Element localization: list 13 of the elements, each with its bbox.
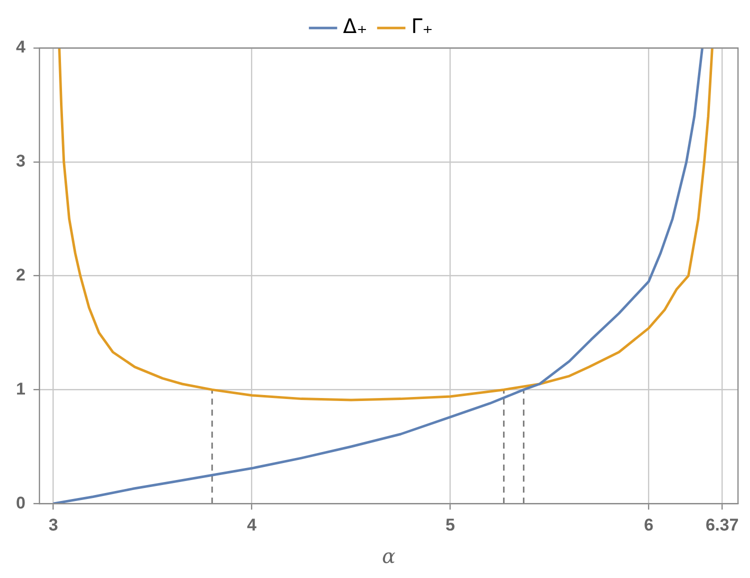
y-tick-label: 1 xyxy=(16,379,26,398)
x-tick-label: 6 xyxy=(644,515,654,534)
y-tick-label: 2 xyxy=(16,265,26,284)
x-tick-label: 4 xyxy=(247,515,258,534)
legend-label: Γ₊ xyxy=(411,14,433,38)
y-tick-label: 4 xyxy=(16,38,26,57)
y-tick-label: 0 xyxy=(16,493,26,512)
y-tick-label: 3 xyxy=(16,152,26,171)
x-tick-label: 5 xyxy=(446,515,455,534)
x-axis-title: α xyxy=(382,544,396,568)
x-tick-label: 3 xyxy=(48,515,58,534)
x-tick-label: 6.37 xyxy=(706,515,739,534)
legend-label: Δ₊ xyxy=(343,14,368,38)
